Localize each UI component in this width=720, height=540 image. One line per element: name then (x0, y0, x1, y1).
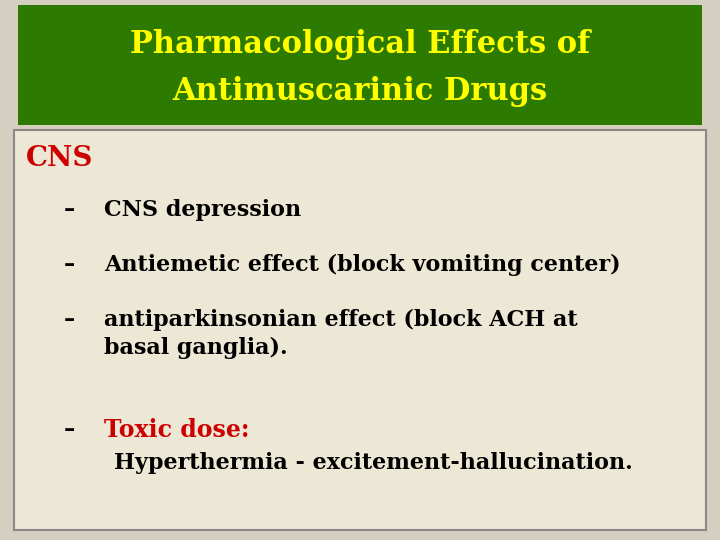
Text: Antimuscarinic Drugs: Antimuscarinic Drugs (172, 76, 548, 107)
Text: Pharmacological Effects of: Pharmacological Effects of (130, 29, 590, 60)
Text: –: – (63, 199, 75, 221)
Text: –: – (63, 309, 75, 331)
Text: CNS: CNS (26, 145, 94, 172)
Bar (14, 130, 706, 530)
Text: Toxic dose:: Toxic dose: (104, 418, 250, 442)
Text: antiparkinsonian effect (block ACH at: antiparkinsonian effect (block ACH at (104, 309, 577, 331)
Text: Antiemetic effect (block vomiting center): Antiemetic effect (block vomiting center… (104, 254, 621, 276)
Text: Hyperthermia - excitement-hallucination.: Hyperthermia - excitement-hallucination. (114, 452, 633, 474)
Text: –: – (63, 254, 75, 276)
Text: –: – (63, 419, 75, 441)
Bar (18, 5, 702, 125)
Text: basal ganglia).: basal ganglia). (104, 337, 287, 359)
Text: CNS depression: CNS depression (104, 199, 301, 221)
